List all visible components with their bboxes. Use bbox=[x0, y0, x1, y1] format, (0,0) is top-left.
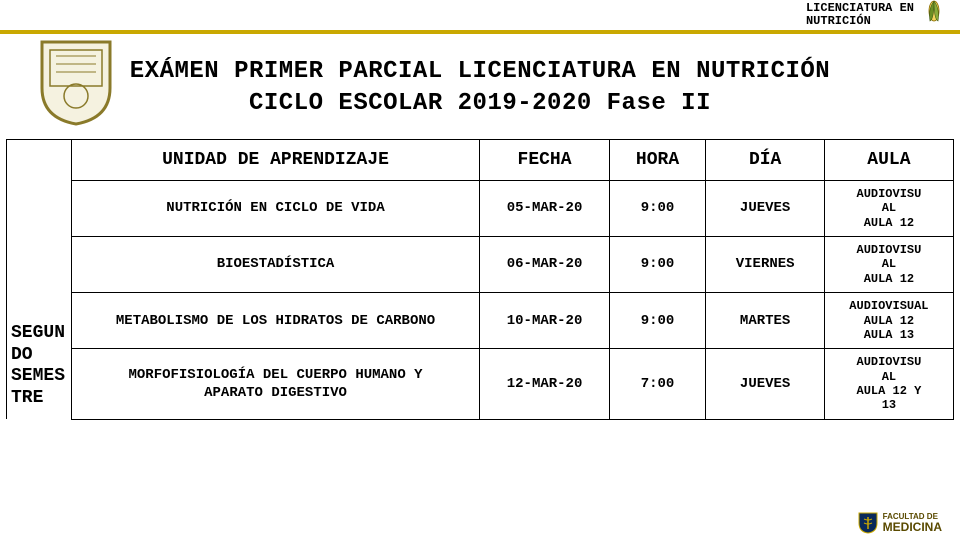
table-header-row: SEGUNDOSEMESTRE UNIDAD DE APRENDIZAJE FE… bbox=[7, 139, 954, 180]
cell-aula: AUDIOVISUALAULA 12 bbox=[824, 236, 953, 292]
header-dia: DÍA bbox=[706, 139, 824, 180]
title-line1: EXÁMEN PRIMER PARCIAL LICENCIATURA EN NU… bbox=[0, 56, 960, 88]
cell-dia: JUEVES bbox=[706, 349, 824, 420]
cell-dia: VIERNES bbox=[706, 236, 824, 292]
header-hora: HORA bbox=[609, 139, 706, 180]
footer-line2: MEDICINA bbox=[883, 521, 942, 533]
semester-cell: SEGUNDOSEMESTRE bbox=[7, 139, 72, 419]
cell-aula: AUDIOVISUALAULA 12 bbox=[824, 180, 953, 236]
cell-unidad: BIOESTADÍSTICA bbox=[71, 236, 480, 292]
cell-aula: AUDIOVISUALAULA 12AULA 13 bbox=[824, 293, 953, 349]
header-band: LICENCIATURA EN NUTRICIÓN bbox=[0, 0, 960, 34]
program-line1: LICENCIATURA EN bbox=[806, 1, 914, 15]
university-shield-icon bbox=[38, 40, 114, 126]
cell-dia: JUEVES bbox=[706, 180, 824, 236]
title-line2: CICLO ESCOLAR 2019-2020 Fase II bbox=[0, 88, 960, 120]
faculty-text: FACULTAD DE MEDICINA bbox=[883, 513, 942, 533]
cell-hora: 9:00 bbox=[609, 293, 706, 349]
faculty-logo: FACULTAD DE MEDICINA bbox=[857, 512, 942, 534]
corn-icon bbox=[920, 0, 952, 32]
cell-hora: 7:00 bbox=[609, 349, 706, 420]
header-aula: AULA bbox=[824, 139, 953, 180]
medicine-shield-icon bbox=[857, 512, 879, 534]
cell-fecha: 06-MAR-20 bbox=[480, 236, 609, 292]
table-row: METABOLISMO DE LOS HIDRATOS DE CARBONO 1… bbox=[7, 293, 954, 349]
cell-fecha: 05-MAR-20 bbox=[480, 180, 609, 236]
cell-unidad: METABOLISMO DE LOS HIDRATOS DE CARBONO bbox=[71, 293, 480, 349]
page-title: EXÁMEN PRIMER PARCIAL LICENCIATURA EN NU… bbox=[0, 56, 960, 121]
table-row: MORFOFISIOLOGÍA DEL CUERPO HUMANO YAPARA… bbox=[7, 349, 954, 420]
semester-label: SEGUNDOSEMESTRE bbox=[11, 323, 65, 408]
header-fecha: FECHA bbox=[480, 139, 609, 180]
program-line2: NUTRICIÓN bbox=[806, 14, 871, 28]
table-row: BIOESTADÍSTICA 06-MAR-20 9:00 VIERNES AU… bbox=[7, 236, 954, 292]
cell-unidad: NUTRICIÓN EN CICLO DE VIDA bbox=[71, 180, 480, 236]
cell-aula: AUDIOVISUALAULA 12 Y13 bbox=[824, 349, 953, 420]
cell-hora: 9:00 bbox=[609, 236, 706, 292]
exam-schedule-table: SEGUNDOSEMESTRE UNIDAD DE APRENDIZAJE FE… bbox=[6, 139, 954, 420]
table-row: NUTRICIÓN EN CICLO DE VIDA 05-MAR-20 9:0… bbox=[7, 180, 954, 236]
header-unidad: UNIDAD DE APRENDIZAJE bbox=[71, 139, 480, 180]
program-label: LICENCIATURA EN NUTRICIÓN bbox=[806, 2, 914, 28]
cell-fecha: 12-MAR-20 bbox=[480, 349, 609, 420]
cell-unidad: MORFOFISIOLOGÍA DEL CUERPO HUMANO YAPARA… bbox=[71, 349, 480, 420]
cell-hora: 9:00 bbox=[609, 180, 706, 236]
cell-fecha: 10-MAR-20 bbox=[480, 293, 609, 349]
cell-dia: MARTES bbox=[706, 293, 824, 349]
